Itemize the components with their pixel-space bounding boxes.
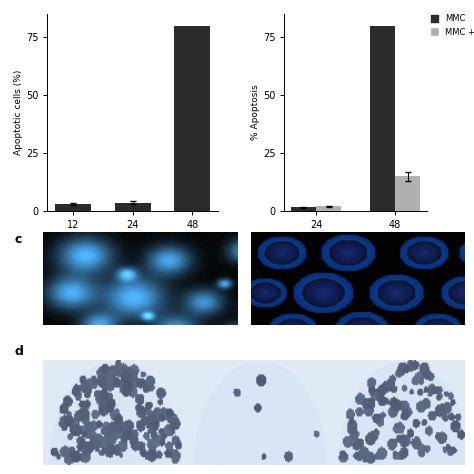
Bar xyxy=(395,176,420,211)
Bar xyxy=(291,208,316,211)
X-axis label: Hours: Hours xyxy=(337,237,374,247)
Text: c: c xyxy=(14,233,22,246)
Text: MMC: MMC xyxy=(96,233,122,243)
Bar xyxy=(316,206,341,211)
Bar xyxy=(115,203,151,211)
Y-axis label: Apoptotic cells (%): Apoptotic cells (%) xyxy=(14,70,23,155)
Y-axis label: % Apoptosis: % Apoptosis xyxy=(251,85,260,140)
Bar xyxy=(370,26,395,211)
Bar xyxy=(174,26,210,211)
Legend: MMC, MMC + ZVAD: MMC, MMC + ZVAD xyxy=(431,14,474,36)
Text: d: d xyxy=(14,345,23,358)
Text: MMC + ZVAD: MMC + ZVAD xyxy=(309,233,383,243)
X-axis label: Hours: Hours xyxy=(114,237,151,247)
Bar xyxy=(55,204,91,211)
